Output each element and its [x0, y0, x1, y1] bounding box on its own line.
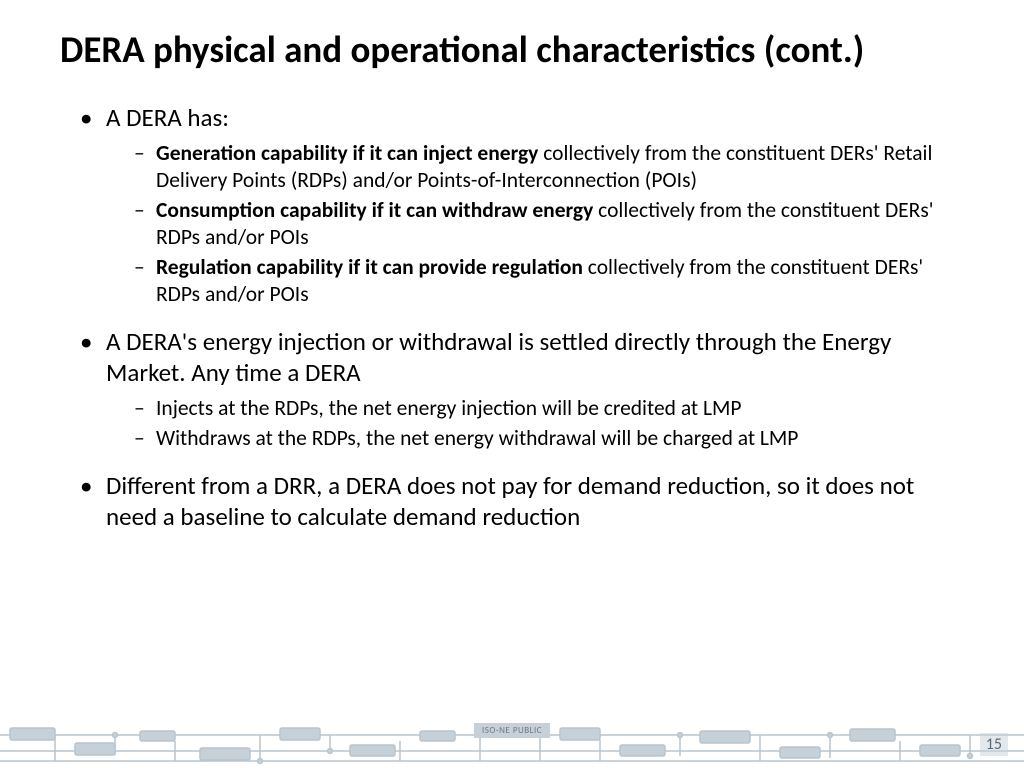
- bullet-1-sub-1-bold: Generation capability if it can inject e…: [156, 140, 538, 166]
- bullet-2-sub-1-text: Injects at the RDPs, the net energy inje…: [156, 395, 742, 421]
- bullet-1-text: A DERA has:: [106, 102, 229, 133]
- slide-title: DERA physical and operational characteri…: [60, 28, 964, 72]
- footer-pattern: [0, 713, 1024, 768]
- bullet-2-sub-1: Injects at the RDPs, the net energy inje…: [134, 395, 964, 422]
- bullet-1-sub-3: Regulation capability if it can provide …: [134, 254, 964, 308]
- bullet-1-sub-2: Consumption capability if it can withdra…: [134, 197, 964, 251]
- main-list: A DERA has: Generation capability if it …: [60, 102, 964, 532]
- bullet-1: A DERA has: Generation capability if it …: [80, 102, 964, 308]
- slide: DERA physical and operational characteri…: [0, 0, 1024, 768]
- bullet-2-text: A DERA's energy injection or withdrawal …: [106, 326, 891, 388]
- bullet-2-sublist: Injects at the RDPs, the net energy inje…: [106, 395, 964, 452]
- bullet-3-text: Different from a DRR, a DERA does not pa…: [106, 470, 914, 532]
- bullet-1-sub-2-bold: Consumption capability if it can withdra…: [156, 197, 593, 223]
- page-number: 15: [980, 733, 1008, 756]
- iso-public-label: ISO-NE PUBLIC: [474, 723, 550, 738]
- bullet-1-sublist: Generation capability if it can inject e…: [106, 140, 964, 308]
- bullet-2: A DERA's energy injection or withdrawal …: [80, 326, 964, 452]
- bullet-1-sub-1: Generation capability if it can inject e…: [134, 140, 964, 194]
- bullet-3: Different from a DRR, a DERA does not pa…: [80, 470, 964, 533]
- bullet-2-sub-2: Withdraws at the RDPs, the net energy wi…: [134, 425, 964, 452]
- bullet-2-sub-2-text: Withdraws at the RDPs, the net energy wi…: [156, 425, 798, 451]
- bullet-1-sub-3-bold: Regulation capability if it can provide …: [156, 254, 583, 280]
